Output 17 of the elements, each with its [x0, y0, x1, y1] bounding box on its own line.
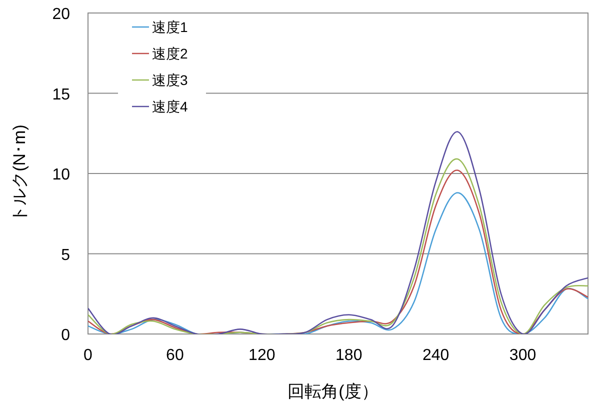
x-tick-label: 60: [166, 347, 184, 364]
x-axis-title: 回転角(度）: [288, 382, 378, 401]
x-tick-label: 0: [84, 347, 93, 364]
y-tick-label: 0: [61, 327, 70, 344]
y-tick-label: 15: [52, 86, 70, 104]
y-tick-label: 20: [52, 6, 70, 23]
x-tick-label: 180: [336, 347, 362, 364]
x-tick-label: 240: [422, 347, 450, 364]
legend-label: 速度2: [152, 46, 188, 62]
x-tick-label: 120: [248, 347, 276, 364]
x-tick-label: 300: [509, 347, 536, 364]
legend-label: 速度3: [152, 72, 188, 88]
y-tick-label: 10: [52, 166, 70, 184]
legend-label: 速度4: [152, 98, 188, 114]
y-tick-label: 5: [61, 246, 70, 264]
y-axis-title: トルク(N･m): [10, 124, 29, 222]
legend-label: 速度1: [152, 19, 188, 35]
